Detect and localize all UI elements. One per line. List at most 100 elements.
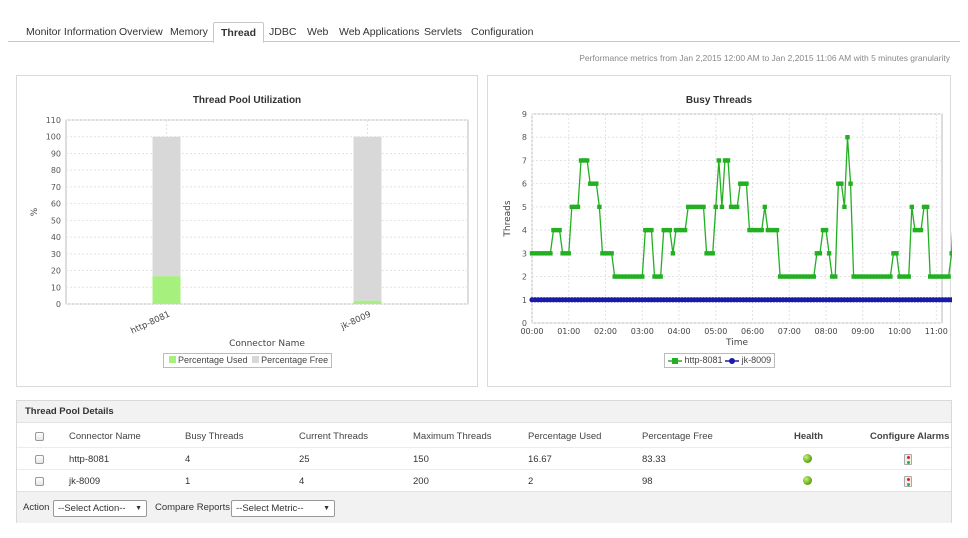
y-tick-label: 2 (522, 273, 527, 282)
point-http-8081 (756, 227, 761, 233)
point-http-8081 (676, 227, 682, 233)
cell-percentage-used: 2 (528, 476, 534, 487)
point-http-8081 (731, 204, 737, 210)
point-http-8081 (927, 274, 933, 279)
point-http-8081 (921, 204, 927, 210)
point-http-8081 (698, 204, 703, 210)
legend-label-jk-8009: jk-8009 (741, 355, 772, 365)
point-http-8081 (679, 227, 685, 233)
point-http-8081 (707, 251, 712, 256)
details-footer: Action --Select Action-- ▼ Compare Repor… (17, 491, 951, 523)
point-http-8081 (811, 274, 817, 279)
point-http-8081 (777, 274, 783, 279)
point-http-8081 (765, 227, 771, 233)
point-http-8081 (575, 204, 581, 210)
point-http-8081 (612, 274, 617, 279)
tab-monitor-information[interactable]: Monitor Information (26, 26, 117, 38)
point-http-8081 (946, 274, 951, 279)
y-tick-label: 0 (522, 319, 527, 328)
point-http-8081 (538, 251, 544, 256)
point-http-8081 (894, 251, 899, 256)
tab-thread[interactable]: Thread (213, 22, 265, 43)
col-maximum-threads[interactable]: Maximum Threads (413, 431, 492, 442)
health-status-icon[interactable] (803, 454, 812, 463)
point-http-8081 (695, 204, 700, 210)
y-tick-label: 0 (56, 300, 61, 309)
point-http-8081 (878, 274, 884, 279)
point-http-8081 (915, 227, 921, 233)
point-http-8081 (664, 227, 669, 233)
compare-metric-select[interactable]: --Select Metric-- ▼ (231, 500, 335, 517)
health-status-icon[interactable] (803, 476, 812, 485)
compare-reports-label: Compare Reports (155, 502, 230, 513)
point-http-8081 (799, 274, 804, 279)
point-http-8081 (551, 227, 556, 233)
row-checkbox-http-8081[interactable] (35, 455, 44, 464)
tab-overview[interactable]: Overview (119, 26, 163, 38)
point-http-8081 (787, 274, 792, 279)
point-http-8081 (744, 181, 749, 186)
x-tick-label: http-8081 (129, 310, 171, 337)
point-http-8081 (710, 251, 715, 256)
point-http-8081 (569, 204, 575, 210)
point-http-8081 (796, 274, 801, 279)
col-current-threads[interactable]: Current Threads (299, 431, 368, 442)
legend-marker-http-8081 (668, 357, 682, 364)
col-connector-name[interactable]: Connector Name (69, 431, 141, 442)
select-all-checkbox[interactable] (35, 432, 44, 441)
chevron-down-icon: ▼ (323, 505, 330, 512)
point-http-8081 (686, 204, 691, 210)
plot-area (531, 113, 943, 324)
traffic-light-icon[interactable] (904, 454, 912, 465)
legend-label-free: Percentage Free (261, 355, 329, 365)
y-tick-label: 90 (51, 149, 61, 158)
col-percentage-free[interactable]: Percentage Free (642, 431, 713, 442)
row-checkbox-jk-8009[interactable] (35, 477, 44, 486)
y-tick-label: 8 (522, 133, 527, 142)
point-http-8081 (658, 274, 663, 279)
bar-percentage-free (152, 136, 181, 277)
point-http-8081 (609, 251, 614, 256)
cell-connector-name: http-8081 (69, 454, 110, 465)
point-http-8081 (784, 274, 789, 279)
point-http-8081 (640, 274, 645, 279)
legend-label-used: Percentage Used (178, 355, 248, 365)
compare-select-value: --Select Metric-- (236, 503, 304, 514)
point-http-8081 (704, 251, 709, 256)
point-http-8081 (667, 227, 673, 233)
y-axis-title: Threads (503, 200, 513, 237)
point-http-8081 (888, 274, 893, 279)
y-tick-label: 4 (522, 226, 527, 235)
point-http-8081 (652, 274, 657, 279)
point-http-8081 (780, 274, 786, 279)
y-tick-label: 50 (51, 216, 61, 225)
point-http-8081 (563, 251, 568, 256)
x-tick-label: 08:00 (815, 327, 838, 336)
point-http-8081 (897, 274, 902, 279)
thread-pool-utilization-panel: Thread Pool Utilization 0 10 20 30 40 50 60 70 8… (16, 75, 478, 387)
point-http-8081 (912, 227, 918, 233)
tab-servlets[interactable]: Servlets (424, 26, 462, 38)
point-http-8081 (940, 274, 945, 279)
traffic-light-icon[interactable] (904, 476, 912, 487)
tab-memory[interactable]: Memory (170, 26, 208, 38)
point-http-8081 (627, 274, 633, 279)
action-select[interactable]: --Select Action-- ▼ (53, 500, 147, 517)
point-http-8081 (735, 204, 740, 210)
cell-percentage-free: 83.33 (642, 454, 666, 465)
point-http-8081 (768, 227, 774, 233)
tab-web[interactable]: Web (307, 26, 329, 38)
point-http-8081 (572, 204, 578, 210)
point-http-8081 (762, 204, 767, 210)
col-busy-threads[interactable]: Busy Threads (185, 431, 244, 442)
y-tick-label: 10 (51, 283, 61, 292)
tab-jdbc[interactable]: JDBC (269, 26, 297, 38)
legend-label-http-8081: http-8081 (684, 355, 723, 365)
col-percentage-used[interactable]: Percentage Used (528, 431, 602, 442)
point-http-8081 (882, 274, 887, 279)
point-http-8081 (587, 181, 593, 186)
point-http-8081 (722, 158, 728, 163)
tab-configuration[interactable]: Configuration (471, 26, 534, 38)
point-http-8081 (713, 204, 718, 210)
tab-web-applications[interactable]: Web Applications (339, 26, 420, 38)
